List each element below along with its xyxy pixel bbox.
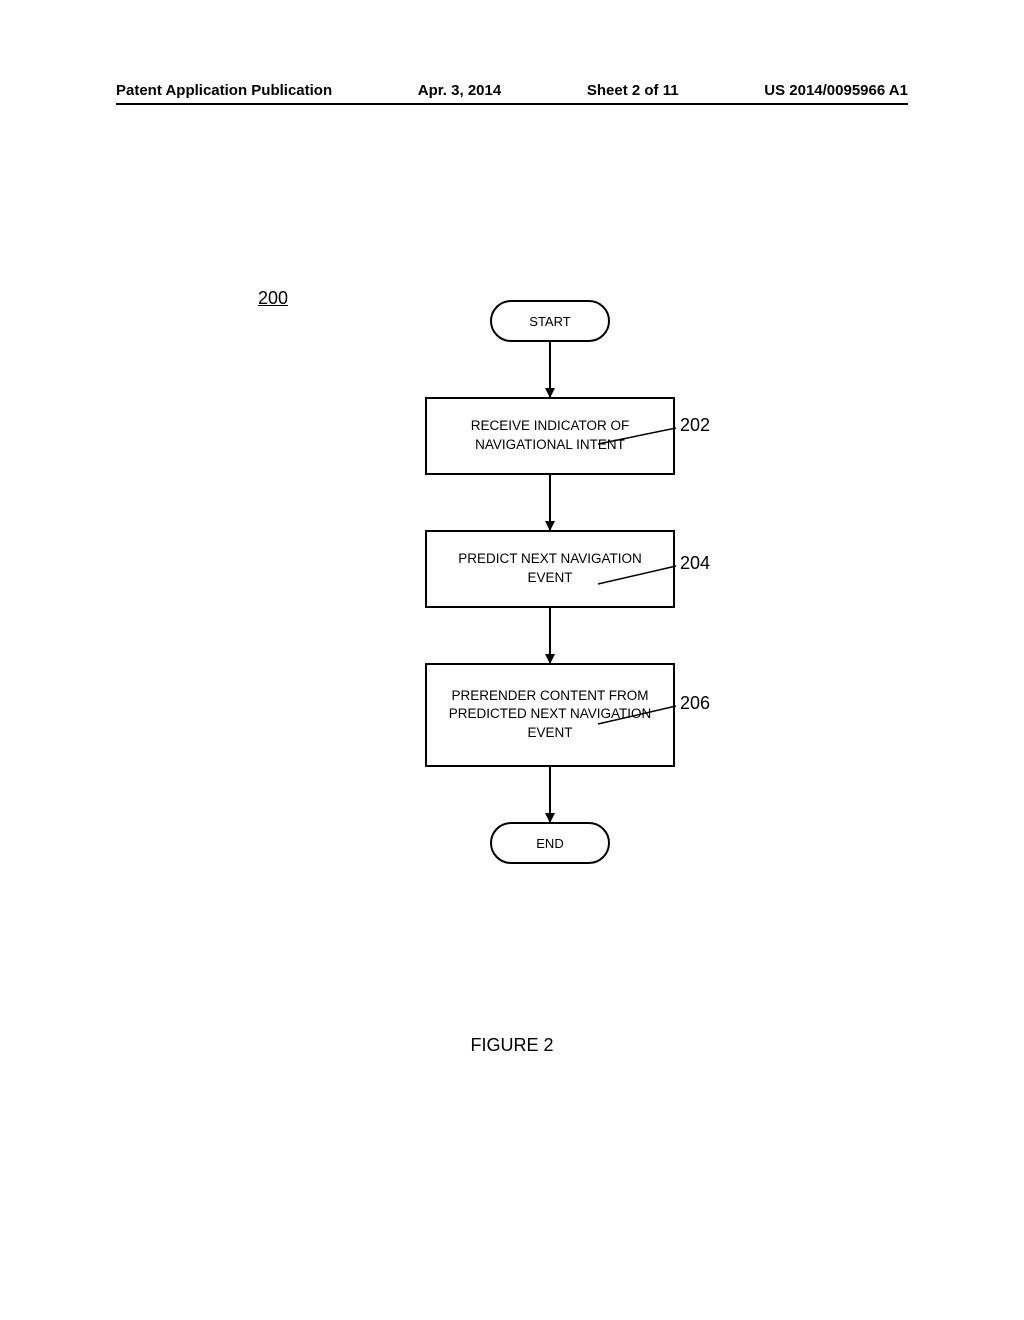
flowchart-end-terminal: END bbox=[490, 822, 610, 864]
step-text: RECEIVE INDICATOR OF NAVIGATIONAL INTENT bbox=[437, 417, 663, 455]
connector-1 bbox=[549, 342, 551, 397]
header-date: Apr. 3, 2014 bbox=[418, 82, 501, 99]
step-reference-202: 202 bbox=[680, 415, 710, 436]
connector-2 bbox=[549, 475, 551, 530]
step-text: PREDICT NEXT NAVIGATION EVENT bbox=[437, 550, 663, 588]
figure-reference-number: 200 bbox=[258, 288, 288, 309]
step-reference-206: 206 bbox=[680, 693, 710, 714]
connector-3 bbox=[549, 608, 551, 663]
flowchart-step-202: RECEIVE INDICATOR OF NAVIGATIONAL INTENT bbox=[425, 397, 675, 475]
header-sheet-number: Sheet 2 of 11 bbox=[587, 82, 679, 99]
step-reference-204: 204 bbox=[680, 553, 710, 574]
end-label: END bbox=[536, 836, 563, 851]
flowchart-step-206: PRERENDER CONTENT FROM PREDICTED NEXT NA… bbox=[425, 663, 675, 768]
flowchart-start-terminal: START bbox=[490, 300, 610, 342]
arrowhead-icon bbox=[545, 521, 555, 531]
arrowhead-icon bbox=[545, 388, 555, 398]
flowchart-container: START RECEIVE INDICATOR OF NAVIGATIONAL … bbox=[350, 300, 750, 864]
patent-page-header: Patent Application Publication Apr. 3, 2… bbox=[116, 82, 908, 105]
header-publication-type: Patent Application Publication bbox=[116, 82, 332, 99]
step-text: PRERENDER CONTENT FROM PREDICTED NEXT NA… bbox=[437, 687, 663, 744]
flowchart-step-204: PREDICT NEXT NAVIGATION EVENT bbox=[425, 530, 675, 608]
arrowhead-icon bbox=[545, 813, 555, 823]
figure-caption: FIGURE 2 bbox=[0, 1035, 1024, 1056]
arrowhead-icon bbox=[545, 654, 555, 664]
connector-4 bbox=[549, 767, 551, 822]
header-publication-number: US 2014/0095966 A1 bbox=[764, 82, 908, 99]
start-label: START bbox=[529, 314, 570, 329]
